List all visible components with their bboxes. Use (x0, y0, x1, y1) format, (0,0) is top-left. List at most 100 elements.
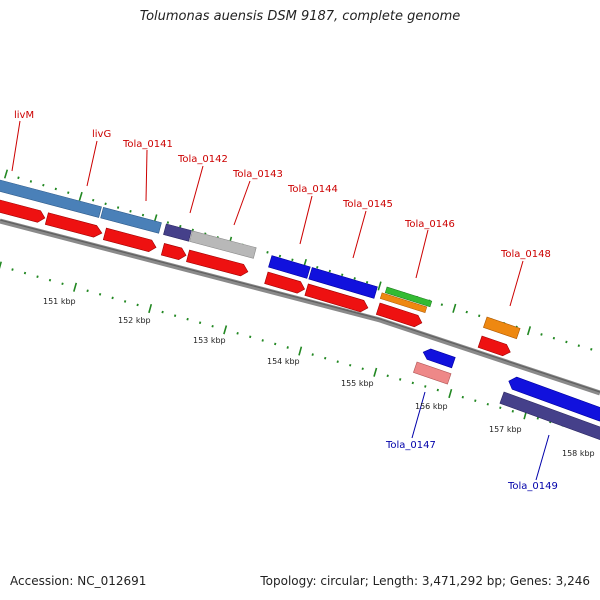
scale-labels: 151 kbp 152 kbp 153 kbp 154 kbp 155 kbp … (43, 297, 595, 458)
forward-track-misc (379, 286, 521, 340)
scale-label-151: 151 kbp (43, 297, 76, 306)
tick-mark (23, 271, 27, 275)
tick-mark (436, 388, 439, 392)
tick-mark (54, 187, 57, 191)
gene-tola-0147[interactable] (413, 361, 452, 385)
gene-livM[interactable] (0, 177, 102, 218)
tick-mark (48, 278, 52, 282)
tick-mark (86, 289, 89, 293)
tick-mark (173, 314, 177, 317)
gene-label-tola-0149[interactable]: Tola_0149 (507, 481, 558, 492)
tick-mark (92, 198, 95, 202)
tick-mark (424, 385, 427, 388)
gene-tola-0147-arrow[interactable] (421, 347, 456, 369)
tick-mark (3, 169, 9, 179)
cds-arrow[interactable] (375, 302, 423, 329)
gene-tola-0143[interactable] (189, 230, 257, 259)
tick-mark (129, 210, 132, 213)
reverse-track (413, 347, 600, 442)
tick-mark (186, 317, 189, 321)
gene-label-tola-0141[interactable]: Tola_0141 (122, 139, 173, 150)
gene-label-tola-0144[interactable]: Tola_0144 (287, 184, 338, 195)
tick-mark (465, 310, 468, 314)
gene-callouts (11, 120, 550, 481)
tick-mark (377, 281, 382, 291)
tick-mark (136, 303, 139, 307)
gene-label-tola-0147[interactable]: Tola_0147 (385, 440, 436, 451)
gene-livG[interactable] (100, 206, 162, 234)
tick-mark (399, 378, 402, 381)
cds-arrow[interactable] (264, 271, 307, 295)
tick-mark (448, 388, 453, 399)
cds-arrow[interactable] (0, 197, 46, 223)
gene-label-tola-0148[interactable]: Tola_0148 (500, 249, 551, 260)
tick-mark (324, 356, 327, 360)
tick-mark (148, 303, 153, 314)
tick-mark (361, 367, 364, 371)
tick-mark (198, 321, 202, 325)
tick-mark (166, 221, 170, 224)
gene-label-livM[interactable]: livM (14, 110, 34, 121)
tick-mark (36, 275, 39, 278)
tick-mark (552, 336, 556, 340)
tick-mark (365, 280, 369, 284)
tick-mark (316, 265, 319, 269)
cds-arrow[interactable] (102, 227, 157, 253)
tick-mark (440, 303, 444, 306)
cds-arrow[interactable] (477, 335, 512, 358)
gene-label-tola-0146[interactable]: Tola_0146 (404, 219, 455, 230)
gene-tola-0144[interactable] (268, 255, 311, 279)
tick-mark (104, 202, 107, 206)
scale-label-158: 158 kbp (562, 449, 595, 458)
scale-label-156: 156 kbp (415, 402, 448, 411)
tick-mark (478, 314, 481, 318)
tick-mark (353, 277, 356, 280)
tick-mark (261, 339, 264, 342)
tick-mark (236, 332, 239, 335)
tick-mark (161, 310, 164, 314)
cds-arrow[interactable] (304, 283, 370, 314)
gene-label-tola-0145[interactable]: Tola_0145 (342, 199, 393, 210)
tick-mark (286, 346, 289, 349)
tick-mark (411, 381, 414, 385)
tick-mark (17, 176, 20, 180)
gene-label-tola-0142[interactable]: Tola_0142 (177, 154, 228, 165)
tick-mark (590, 348, 593, 351)
gene-tola-0146-orange[interactable] (379, 292, 428, 313)
forward-track-blue (268, 255, 378, 299)
tick-mark (73, 282, 78, 292)
tick-mark (141, 213, 145, 217)
scale-label-154: 154 kbp (267, 357, 300, 366)
map-title: Tolumonas auensis DSM 9187, complete gen… (139, 9, 461, 24)
tick-mark (11, 268, 14, 271)
cds-arrow[interactable] (186, 249, 249, 277)
cds-arrow[interactable] (160, 243, 187, 261)
tick-mark (336, 360, 339, 363)
gene-tola-0142[interactable] (163, 223, 192, 242)
gene-tola-0146-green[interactable] (384, 286, 433, 308)
gene-tola-0145[interactable] (308, 267, 378, 299)
tick-mark (249, 335, 252, 339)
tick-mark (116, 206, 120, 209)
gene-label-tola-0143[interactable]: Tola_0143 (232, 169, 283, 180)
tick-mark (291, 258, 294, 262)
tick-mark (349, 363, 352, 367)
genome-stats-text: Topology: circular; Length: 3,471,292 bp… (260, 574, 590, 588)
gene-label-livG[interactable]: livG (92, 129, 111, 140)
tick-mark (123, 300, 127, 303)
accession-text: Accession: NC_012691 (10, 574, 147, 588)
tick-mark (526, 326, 532, 336)
cds-arrow[interactable] (44, 212, 103, 239)
cds-track (0, 197, 512, 358)
tick-mark (0, 261, 2, 269)
gene-reverse-blue-arrow[interactable] (507, 375, 600, 422)
tick-mark (61, 282, 64, 286)
outer-tick-ring (3, 169, 593, 351)
gene-tola-0149[interactable] (499, 391, 600, 442)
tick-mark (461, 395, 464, 399)
gene-tola-0148[interactable] (483, 316, 521, 340)
tick-mark (29, 180, 33, 183)
tick-mark (373, 367, 378, 377)
tick-mark (452, 303, 457, 313)
